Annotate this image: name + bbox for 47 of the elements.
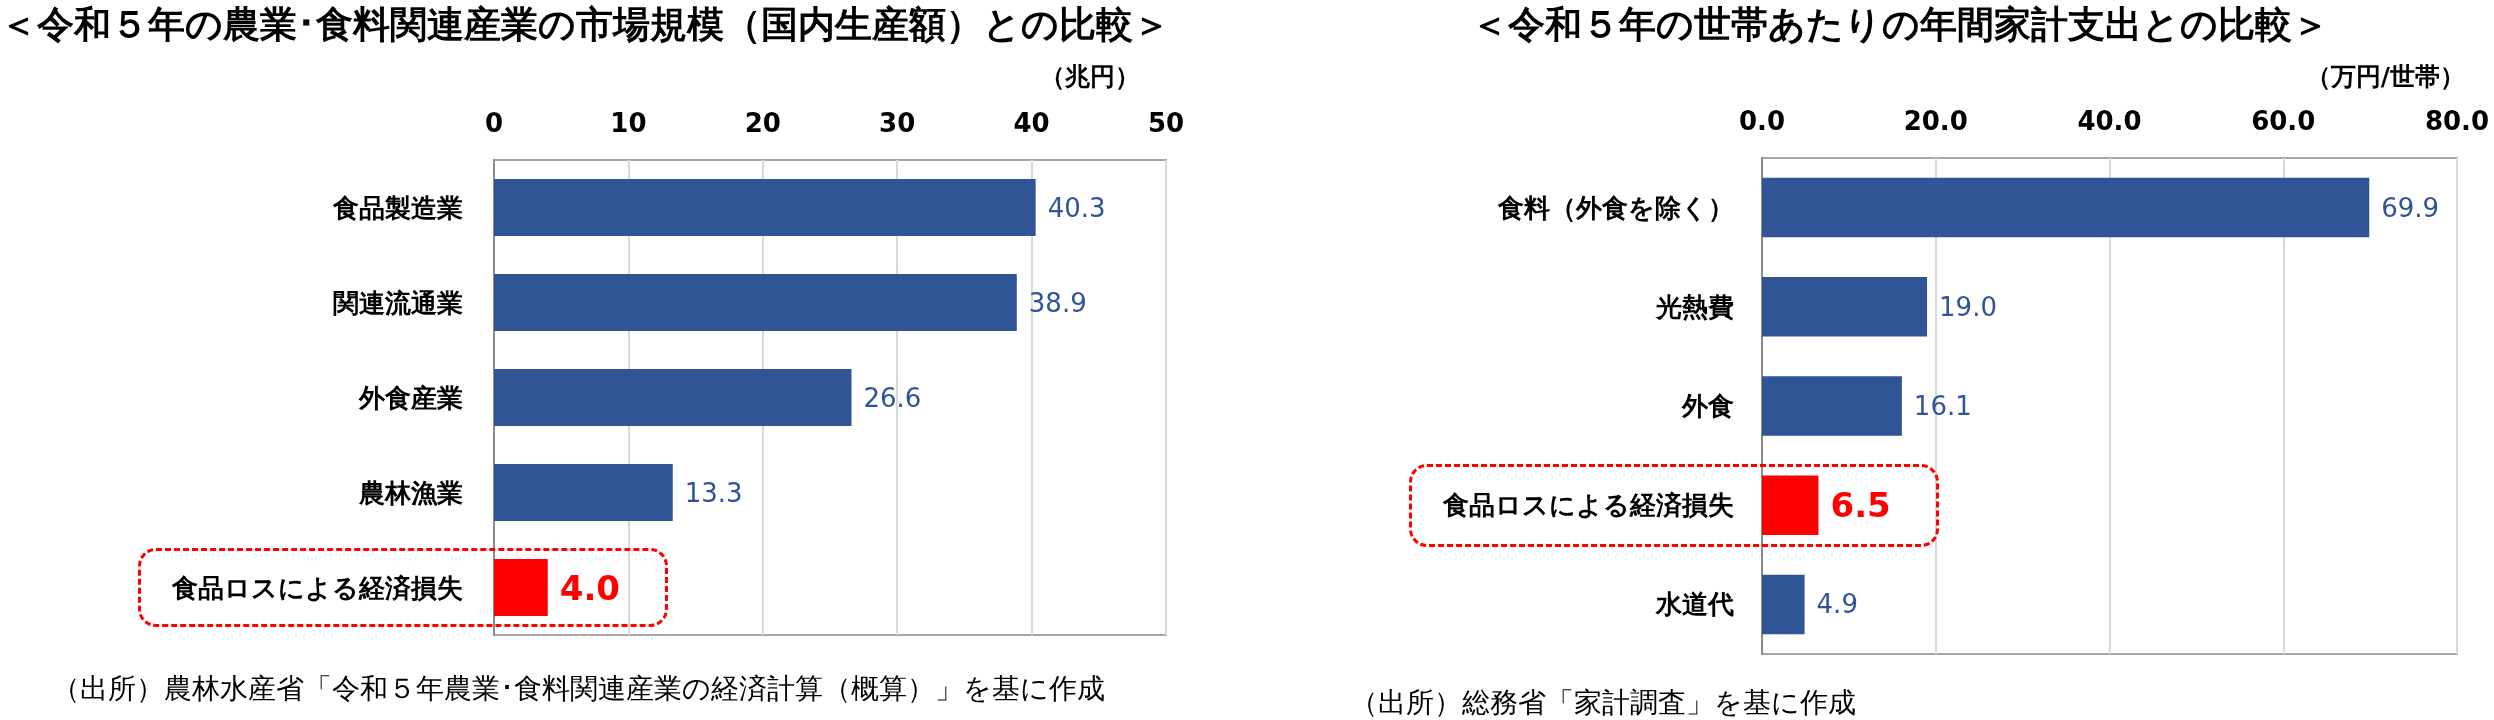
x-tick-label: 30 (879, 108, 916, 138)
y-tick-label: 外食 (1681, 391, 1734, 421)
data-label: 40.3 (1047, 192, 1106, 223)
data-label: 26.6 (863, 382, 922, 413)
chart-title: ＜令和５年の世帯あたりの年間家計支出との比較＞ (1471, 3, 2329, 46)
text: （出所）農林水産省「令和５年農業･食料関連産業の経済計算（概算）」を基に作成 (52, 671, 1105, 705)
bar (1762, 277, 1928, 337)
bar (1762, 376, 1902, 436)
text: （出所）総務省「家計調査」を基に作成 (1350, 685, 1856, 719)
x-tick-label: 50 (1147, 108, 1185, 138)
data-label: 19.0 (1939, 291, 1997, 322)
y-tick-label: 外食産業 (358, 382, 463, 413)
bar (494, 274, 1017, 331)
data-label: 13.3 (684, 477, 743, 508)
y-tick-label: 食品ロスによる経済損失 (1442, 490, 1734, 521)
y-tick-label: 食料（外食を除く） (1497, 192, 1734, 223)
data-label: 16.1 (1913, 391, 1972, 421)
bar (1762, 475, 1819, 535)
data-label: 4.9 (1816, 589, 1858, 620)
y-tick-label: 食品製造業 (332, 192, 463, 223)
x-tick-label: 40 (1013, 108, 1050, 138)
y-tick-label: 農林漁業 (358, 477, 463, 508)
bar (494, 464, 673, 521)
data-label: 38.9 (1028, 287, 1087, 318)
data-label: 4.0 (559, 567, 620, 608)
bar (494, 179, 1036, 236)
x-tick-label: 40.0 (2077, 106, 2142, 136)
y-tick-label: 水道代 (1655, 589, 1734, 620)
y-tick-label: 食品ロスによる経済損失 (171, 572, 463, 603)
bar (1762, 177, 2370, 238)
bar (1762, 574, 1805, 635)
x-tick-label: 0 (484, 108, 504, 138)
y-tick-label: 光熱費 (1655, 291, 1734, 322)
chart-title: ＜令和５年の農業･食料関連産業の市場規模（国内生産額）との比較＞ (0, 3, 1170, 46)
data-label: 69.9 (2381, 192, 2440, 223)
x-tick-label: 80.0 (2424, 106, 2490, 136)
data-label: 6.5 (1830, 485, 1891, 526)
x-tick-label: 20 (744, 108, 781, 138)
bar (494, 559, 548, 616)
bar (494, 369, 852, 426)
x-axis-title: （万円/世帯） (2305, 62, 2466, 91)
x-axis-title: （兆円） (1040, 62, 1140, 91)
y-tick-label: 関連流通業 (333, 287, 463, 318)
x-tick-label: 10 (610, 108, 647, 138)
x-tick-label: 0.0 (1738, 106, 1786, 136)
x-tick-label: 20.0 (1903, 106, 1968, 136)
x-tick-label: 60.0 (2251, 106, 2316, 136)
